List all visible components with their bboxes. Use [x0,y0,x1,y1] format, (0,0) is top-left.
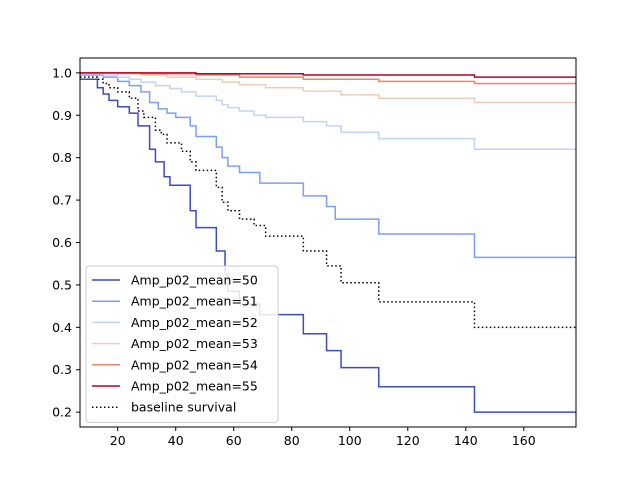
y-tick-label-0: 0.2 [52,405,72,420]
legend-label-6: baseline survival [131,400,236,415]
x-tick-label-5: 120 [396,433,420,448]
legend-label-5: Amp_p02_mean=55 [131,379,258,394]
y-tick-label-8: 1.0 [52,65,72,80]
y-tick-label-4: 0.6 [52,235,72,250]
legend-label-3: Amp_p02_mean=53 [131,336,258,351]
x-tick-label-4: 100 [338,433,362,448]
legend-label-4: Amp_p02_mean=54 [131,357,258,372]
x-tick-label-0: 20 [110,433,126,448]
series-line-5 [80,72,576,78]
legend-label-1: Amp_p02_mean=51 [131,294,258,309]
y-tick-label-2: 0.4 [52,320,72,335]
legend-label-2: Amp_p02_mean=52 [131,315,258,330]
x-tick-label-7: 160 [512,433,536,448]
series-line-3 [80,72,576,104]
series-line-0 [80,78,576,413]
y-tick-label-3: 0.5 [52,277,72,292]
x-tick-label-2: 60 [226,433,242,448]
series-line-1 [80,74,576,259]
y-tick-label-6: 0.8 [52,150,72,165]
series-line-2 [80,72,576,150]
y-tick-label-1: 0.3 [52,362,72,377]
x-tick-label-3: 80 [284,433,300,448]
series-layer [80,72,576,413]
series-line-4 [80,72,576,85]
legend: Amp_p02_mean=50 Amp_p02_mean=51 Amp_p02_me… [85,265,279,423]
axes-layer: 20 40 60 80 100 120 140 160 0.2 0.3 0.4 0.5 0.6 0.7 0.… [52,57,577,448]
x-tick-label-6: 140 [454,433,478,448]
legend-label-0: Amp_p02_mean=50 [131,273,258,288]
y-tick-label-7: 0.9 [52,108,72,123]
x-tick-label-1: 40 [168,433,184,448]
series-line-6 [80,76,576,329]
y-tick-label-5: 0.7 [52,193,72,208]
legend-box [85,265,279,423]
